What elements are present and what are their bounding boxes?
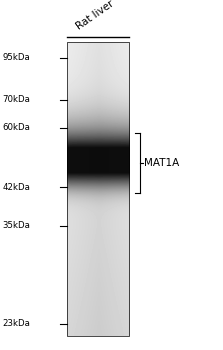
Text: 95kDa: 95kDa bbox=[2, 53, 30, 62]
Text: MAT1A: MAT1A bbox=[144, 158, 179, 168]
Text: 23kDa: 23kDa bbox=[2, 319, 30, 328]
Text: 42kDa: 42kDa bbox=[2, 183, 30, 192]
Text: 35kDa: 35kDa bbox=[2, 221, 30, 230]
Bar bbox=[67, 42, 129, 336]
Text: 70kDa: 70kDa bbox=[2, 95, 30, 104]
Text: Rat liver: Rat liver bbox=[74, 0, 116, 32]
Text: 60kDa: 60kDa bbox=[2, 123, 30, 132]
